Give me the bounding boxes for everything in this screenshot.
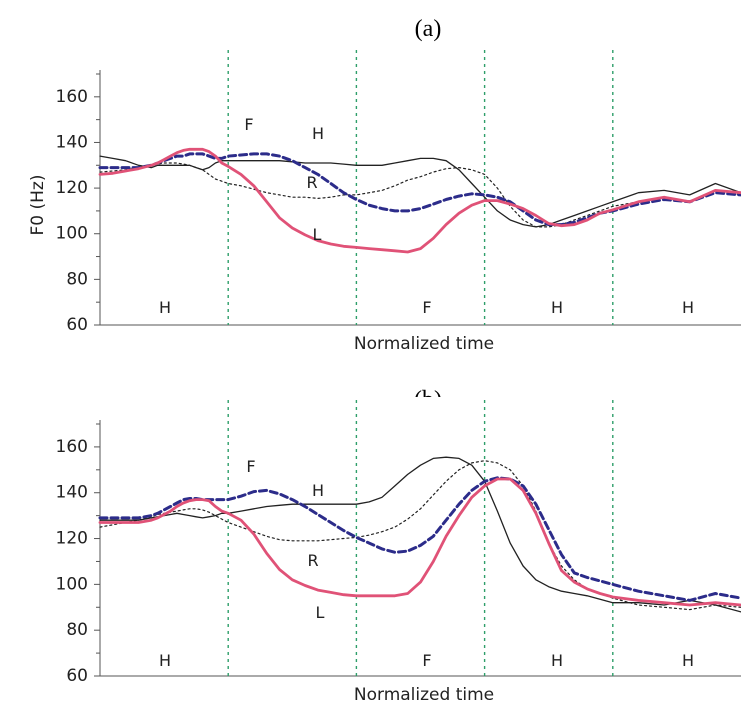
- panel-b-segment-label: H: [682, 651, 694, 670]
- panel-b-curve-label: F: [246, 457, 255, 476]
- panel-b-y-tick-label: 120: [56, 529, 88, 549]
- panel-a-series-F: [98, 152, 741, 227]
- panel-b-series-L: [98, 477, 741, 607]
- panel-a-curve-label: L: [313, 225, 322, 244]
- panel-b-y-tick-label: 160: [56, 437, 88, 457]
- panel-a-series-H: [99, 155, 741, 228]
- panel-b-y-tick-label: 60: [66, 666, 88, 686]
- panel-b-series-R: [99, 460, 741, 611]
- panel-b: (b) Normalized time 6080100120140160HFHH…: [56, 387, 741, 705]
- panel-b-y-tick-label: 140: [56, 483, 88, 503]
- panel-a-series-L: [98, 147, 741, 254]
- panel-b-curve-label: H: [312, 481, 324, 500]
- panel-a-y-tick-label: 100: [56, 224, 88, 244]
- panel-a-y-tick-label: 80: [66, 269, 88, 289]
- panel-b-curve-label: L: [316, 603, 325, 622]
- panel-b-series-F: [98, 476, 741, 602]
- panel-a-curve-label: H: [312, 124, 324, 143]
- panel-b-title-mask: [400, 397, 460, 417]
- panel-a-segment-label: H: [159, 298, 171, 317]
- panel-b-segment-label: H: [159, 651, 171, 670]
- panel-a-x-axis-title: Normalized time: [354, 334, 494, 354]
- panel-b-curve-label: R: [307, 551, 318, 570]
- panel-a-y-tick-label: 160: [56, 87, 88, 107]
- panel-b-y-tick-label: 80: [66, 620, 88, 640]
- panel-a-y-tick-label: 140: [56, 132, 88, 152]
- panel-a-title: (a): [415, 16, 442, 42]
- panel-b-series-H: [99, 456, 741, 613]
- panel-a: (a) Normalized time 60 80 100 120 140 160 H F H H…: [56, 16, 741, 354]
- panel-a-curve-label: F: [244, 115, 253, 134]
- y-axis-title: F0 (Hz): [28, 175, 48, 236]
- panel-a-segment-label: F: [422, 298, 431, 317]
- panel-a-series-R: [99, 162, 741, 228]
- panel-a-curve-label: R: [306, 173, 317, 192]
- panel-a-segment-label: H: [551, 298, 563, 317]
- panel-a-y-tick-label: 60: [66, 315, 88, 335]
- panel-a-segment-label: H: [682, 298, 694, 317]
- panel-b-x-axis-title: Normalized time: [354, 685, 494, 705]
- panel-b-segment-label: F: [422, 651, 431, 670]
- panel-b-y-tick-label: 100: [56, 574, 88, 594]
- panel-b-segment-label: H: [551, 651, 563, 670]
- panel-a-y-tick-label: 120: [56, 178, 88, 198]
